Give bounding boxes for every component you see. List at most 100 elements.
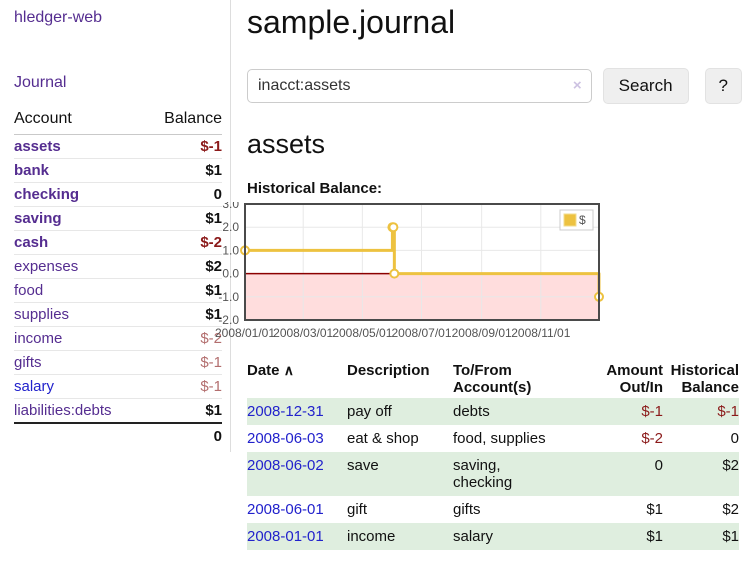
account-link-food[interactable]: food — [14, 282, 44, 299]
transaction-balance: $2 — [722, 457, 739, 474]
clear-search-icon[interactable]: × — [572, 77, 582, 94]
account-balance: 0 — [144, 182, 222, 207]
account-row: supplies $1 — [14, 302, 222, 327]
account-link-gifts[interactable]: gifts — [14, 354, 42, 371]
y-tick-label: 2.0 — [222, 220, 239, 234]
account-link-supplies[interactable]: supplies — [14, 306, 70, 323]
col-header-description: Description — [347, 362, 430, 379]
account-link-expenses[interactable]: expenses — [14, 258, 79, 275]
legend-swatch — [563, 213, 577, 227]
register-row: 2008-12-31 pay off debts $-1 $-1 — [247, 398, 739, 425]
search-bar: × Search ? — [247, 68, 742, 104]
legend-label: $ — [579, 213, 586, 227]
account-column-header: Account — [14, 108, 145, 135]
chart-heading: Historical Balance: — [247, 180, 383, 197]
account-balance: $2 — [144, 254, 222, 279]
account-link-income[interactable]: income — [14, 330, 63, 347]
account-link-assets[interactable]: assets — [14, 138, 61, 155]
register-table: Date ∧ Description To/From Account(s) Am… — [247, 360, 739, 550]
account-link-cash[interactable]: cash — [14, 234, 49, 251]
app-brand-link[interactable]: hledger-web — [14, 9, 103, 26]
account-row: liabilities:debts $1 — [14, 399, 222, 424]
accounts-table-header: Account Balance — [14, 108, 222, 135]
y-tick-label: 1.0 — [222, 243, 239, 257]
transaction-date-link[interactable]: 2008-01-01 — [247, 528, 324, 545]
y-tick-label: 3.0 — [222, 202, 239, 211]
account-link-saving[interactable]: saving — [14, 210, 62, 227]
account-row: income $-2 — [14, 326, 222, 351]
transaction-date-link[interactable]: 2008-06-01 — [247, 501, 324, 518]
help-button[interactable]: ? — [704, 68, 742, 104]
transaction-balance: $1 — [722, 528, 739, 545]
account-balance: $1 — [144, 158, 222, 183]
transaction-accounts: salary — [453, 528, 494, 545]
plot-border — [244, 203, 600, 321]
x-tick-label: 2008/07/01 — [391, 326, 451, 340]
balance-chart-svg: 3.0 2.0 1.0 0.0 -1.0 -2.02008/01/012008/03/01… — [215, 202, 604, 340]
search-input[interactable] — [247, 69, 592, 103]
col-header-date-label: Date — [247, 362, 280, 379]
account-balance: $-2 — [144, 230, 222, 255]
account-link-checking[interactable]: checking — [14, 186, 80, 203]
accounts-total-value: 0 — [144, 422, 222, 449]
transaction-description: gift — [347, 501, 368, 518]
balance-column-header: Balance — [144, 108, 222, 135]
account-heading: assets — [247, 129, 326, 159]
account-row: bank $1 — [14, 158, 222, 183]
accounts-table: Account Balance assets $-1 bank $1 check… — [14, 108, 222, 449]
transaction-description: income — [347, 528, 396, 545]
account-row: assets $-1 — [14, 134, 222, 159]
account-row: food $1 — [14, 278, 222, 303]
account-balance: $1 — [144, 302, 222, 327]
transaction-amount: $-1 — [641, 403, 663, 420]
register-row: 2008-06-01 gift gifts $1 $2 — [247, 496, 739, 523]
register-row: 2008-06-02 save saving, checking 0 $2 — [247, 452, 739, 496]
x-tick-label: 2008/09/01 — [452, 326, 512, 340]
account-balance: $-1 — [144, 350, 222, 375]
x-tick-label: 2008/01/01 — [215, 326, 275, 340]
col-header-amount: Amount Out/In — [606, 362, 663, 396]
col-header-balance: Historical Balance — [670, 362, 739, 396]
transaction-description: save — [347, 457, 379, 474]
account-row: checking 0 — [14, 182, 222, 207]
transaction-date-link[interactable]: 2008-12-31 — [247, 403, 324, 420]
sort-ascending-icon: ∧ — [283, 362, 294, 378]
y-tick-label: -1.0 — [218, 290, 239, 304]
account-row: gifts $-1 — [14, 350, 222, 375]
account-balance: $1 — [205, 402, 222, 419]
transaction-description: eat & shop — [347, 430, 419, 447]
transaction-balance: 0 — [730, 430, 739, 447]
transaction-date-link[interactable]: 2008-06-03 — [247, 430, 324, 447]
account-link-bank[interactable]: bank — [14, 162, 50, 179]
account-link-liabilities-debts[interactable]: liabilities:debts — [14, 402, 112, 419]
register-row: 2008-01-01 income salary $1 $1 — [247, 523, 739, 550]
account-row: expenses $2 — [14, 254, 222, 279]
col-header-date[interactable]: Date ∧ — [247, 360, 347, 398]
transaction-accounts: saving, checking — [453, 457, 513, 491]
account-balance: $1 — [144, 206, 222, 231]
page-title: sample.journal — [247, 4, 456, 40]
account-row: salary $-1 — [14, 374, 222, 399]
account-row: cash $-2 — [14, 230, 222, 255]
account-link-salary[interactable]: salary — [14, 378, 55, 395]
x-tick-label: 2008/03/01 — [273, 326, 333, 340]
main-content: sample.journal × Search ? assets Histori… — [215, 0, 742, 550]
transaction-date-link[interactable]: 2008-06-02 — [247, 457, 324, 474]
transaction-amount: $-2 — [641, 430, 663, 447]
transaction-description: pay off — [347, 403, 392, 420]
y-tick-label: -2.0 — [218, 313, 239, 327]
register-header-row: Date ∧ Description To/From Account(s) Am… — [247, 360, 739, 398]
historical-balance-chart: 3.0 2.0 1.0 0.0 -1.0 -2.0 2008/01/01 2008/03/01… — [212, 202, 742, 344]
sidebar: hledger-web Journal Account Balance asse… — [0, 0, 231, 452]
transaction-amount: 0 — [654, 457, 663, 474]
transaction-accounts: gifts — [453, 501, 481, 518]
sidebar-item-journal[interactable]: Journal — [14, 74, 67, 91]
transaction-balance: $2 — [722, 501, 739, 518]
account-balance: $-1 — [144, 374, 222, 399]
register-row: 2008-06-03 eat & shop food, supplies $-2… — [247, 425, 739, 452]
search-button[interactable]: Search — [602, 68, 689, 104]
accounts-total-row: 0 — [14, 422, 222, 449]
account-balance: $1 — [144, 278, 222, 303]
col-header-account: To/From Account(s) — [453, 362, 532, 396]
transaction-amount: $1 — [646, 501, 663, 518]
